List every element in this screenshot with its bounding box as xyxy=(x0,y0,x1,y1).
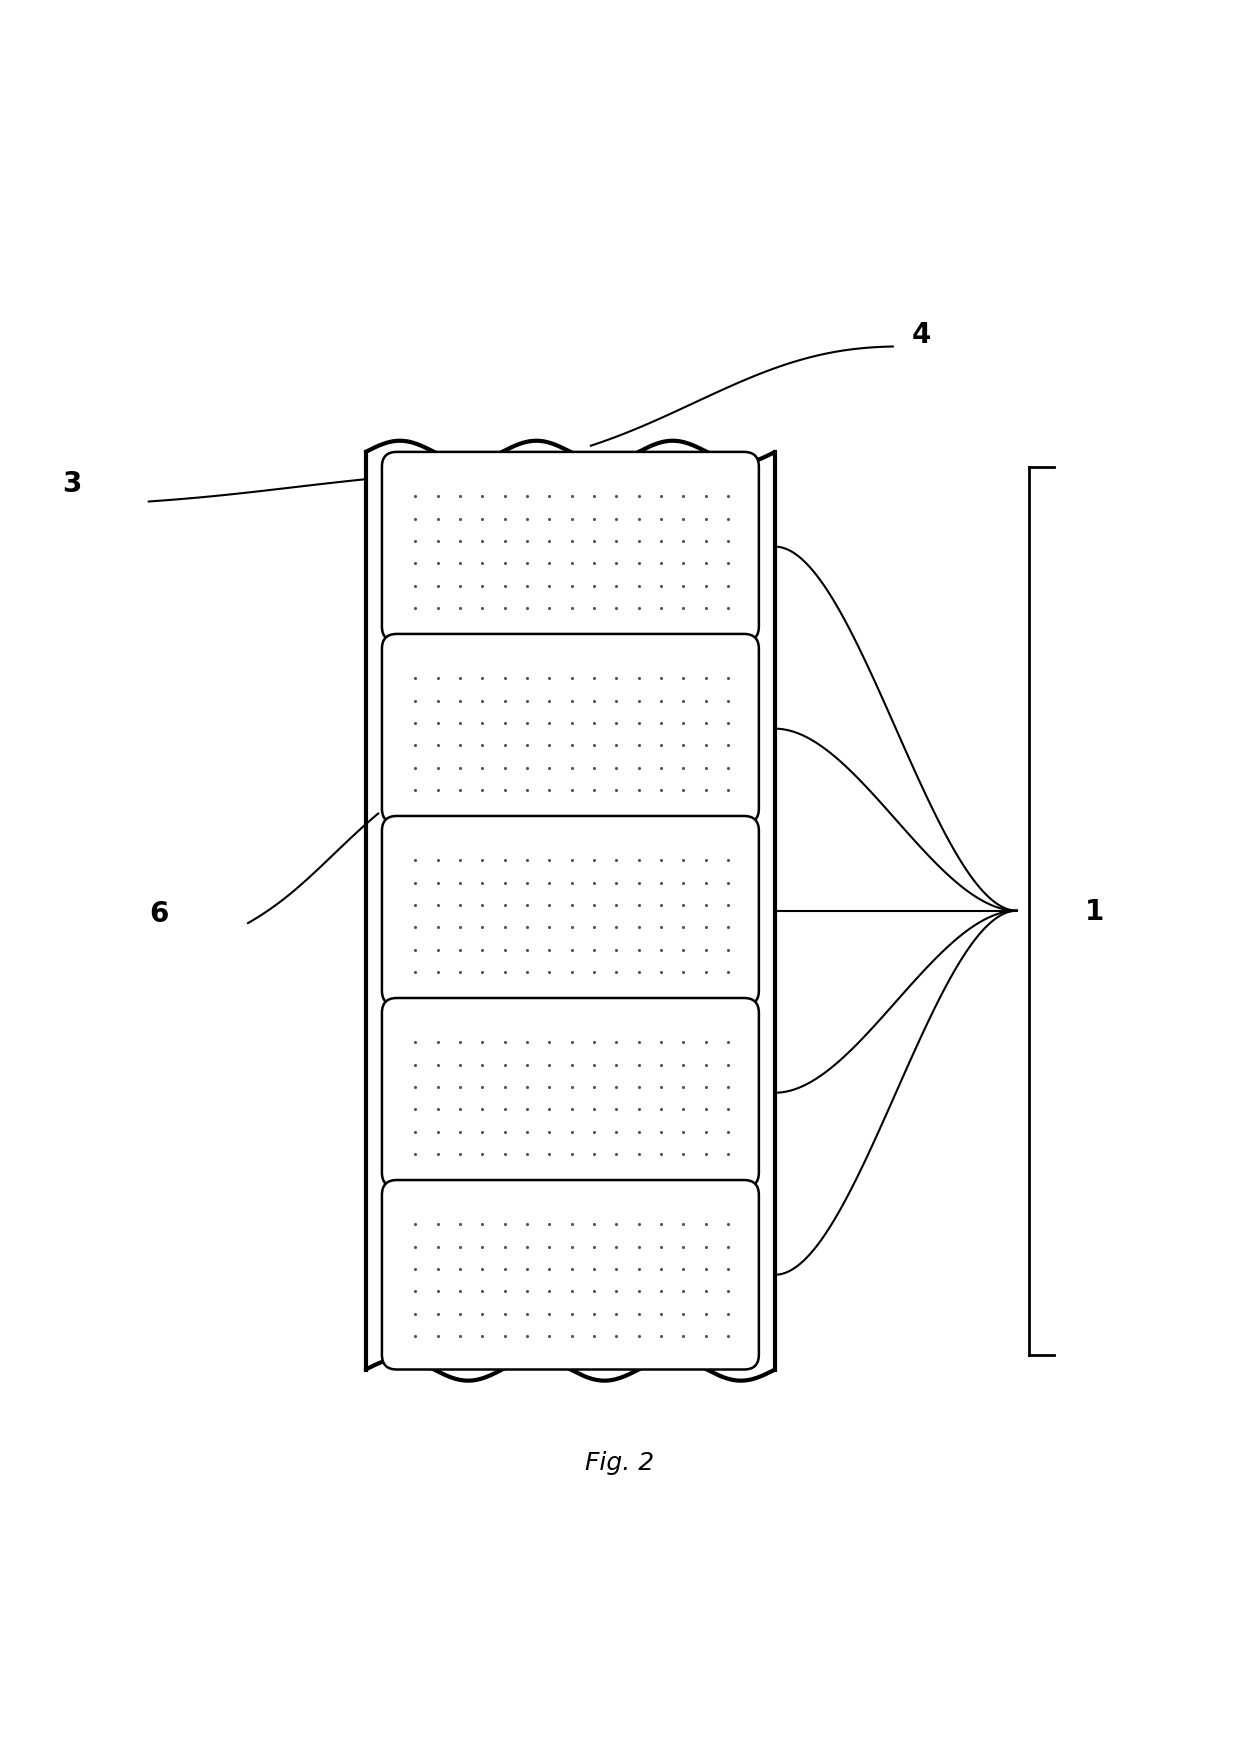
Text: 1: 1 xyxy=(1085,897,1105,925)
Text: Fig. 2: Fig. 2 xyxy=(585,1451,655,1475)
FancyBboxPatch shape xyxy=(382,1180,759,1370)
Text: 6: 6 xyxy=(149,900,169,928)
FancyBboxPatch shape xyxy=(382,635,759,823)
FancyBboxPatch shape xyxy=(382,453,759,642)
FancyBboxPatch shape xyxy=(382,816,759,1005)
Text: 3: 3 xyxy=(62,470,82,498)
FancyBboxPatch shape xyxy=(382,998,759,1189)
Text: 4: 4 xyxy=(911,322,931,350)
